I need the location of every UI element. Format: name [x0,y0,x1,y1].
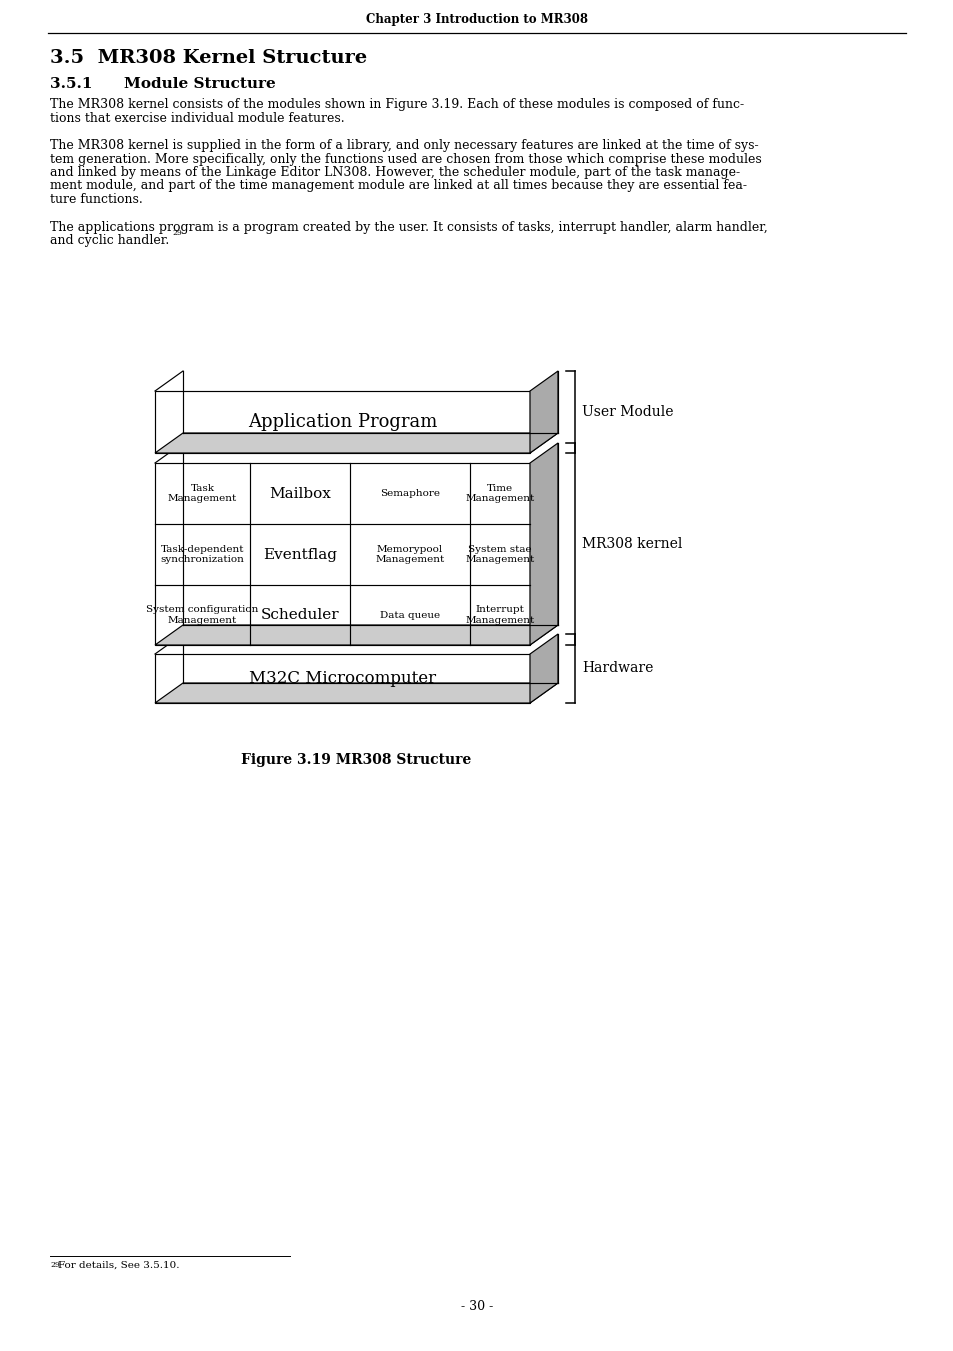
Text: tem generation. More specifically, only the functions used are chosen from those: tem generation. More specifically, only … [50,153,760,166]
Text: ment module, and part of the time management module are linked at all times beca: ment module, and part of the time manage… [50,180,746,192]
Text: tions that exercise individual module features.: tions that exercise individual module fe… [50,112,344,124]
Text: User Module: User Module [581,405,673,419]
Polygon shape [530,443,558,644]
Text: Scheduler: Scheduler [260,608,339,621]
Text: Task-dependent
synchronization: Task-dependent synchronization [160,544,244,565]
Text: - 30 -: - 30 - [460,1300,493,1313]
Text: Application Program: Application Program [248,413,436,431]
Text: M32C Microcomputer: M32C Microcomputer [249,670,436,688]
Text: Figure 3.19 MR308 Structure: Figure 3.19 MR308 Structure [241,753,471,767]
Text: Data queue: Data queue [379,611,439,620]
Polygon shape [154,390,530,453]
Text: Time
Management: Time Management [465,484,534,503]
Text: Hardware: Hardware [581,662,653,676]
Text: ture functions.: ture functions. [50,193,143,205]
Polygon shape [154,434,558,453]
Text: 3.5.1      Module Structure: 3.5.1 Module Structure [50,77,275,91]
Text: The MR308 kernel is supplied in the form of a library, and only necessary featur: The MR308 kernel is supplied in the form… [50,139,758,153]
Text: System stae
Management: System stae Management [465,544,534,565]
Text: System configuration
Management: System configuration Management [146,605,258,624]
Polygon shape [530,634,558,703]
Text: Mailbox: Mailbox [269,486,331,500]
Text: Chapter 3 Introduction to MR308: Chapter 3 Introduction to MR308 [366,12,587,26]
Text: Interrupt
Management: Interrupt Management [465,605,534,624]
Text: The applications program is a program created by the user. It consists of tasks,: The applications program is a program cr… [50,220,767,234]
Text: Semaphore: Semaphore [379,489,439,499]
Text: and cyclic handler.: and cyclic handler. [50,234,169,247]
Text: 29: 29 [172,230,182,236]
Text: 3.5  MR308 Kernel Structure: 3.5 MR308 Kernel Structure [50,49,367,68]
Text: MR308 kernel: MR308 kernel [581,536,681,551]
Text: 29: 29 [50,1260,60,1269]
Polygon shape [530,372,558,453]
Text: Eventflag: Eventflag [263,547,336,562]
Text: and linked by means of the Linkage Editor LN308. However, the scheduler module, : and linked by means of the Linkage Edito… [50,166,740,178]
Polygon shape [154,626,558,644]
Polygon shape [154,463,530,644]
Text: The MR308 kernel consists of the modules shown in Figure 3.19. Each of these mod: The MR308 kernel consists of the modules… [50,99,743,111]
Polygon shape [154,654,530,703]
Text: Task
Management: Task Management [168,484,237,503]
Text: For details, See 3.5.10.: For details, See 3.5.10. [58,1260,179,1270]
Text: Memorypool
Management: Memorypool Management [375,544,444,565]
Polygon shape [154,684,558,703]
